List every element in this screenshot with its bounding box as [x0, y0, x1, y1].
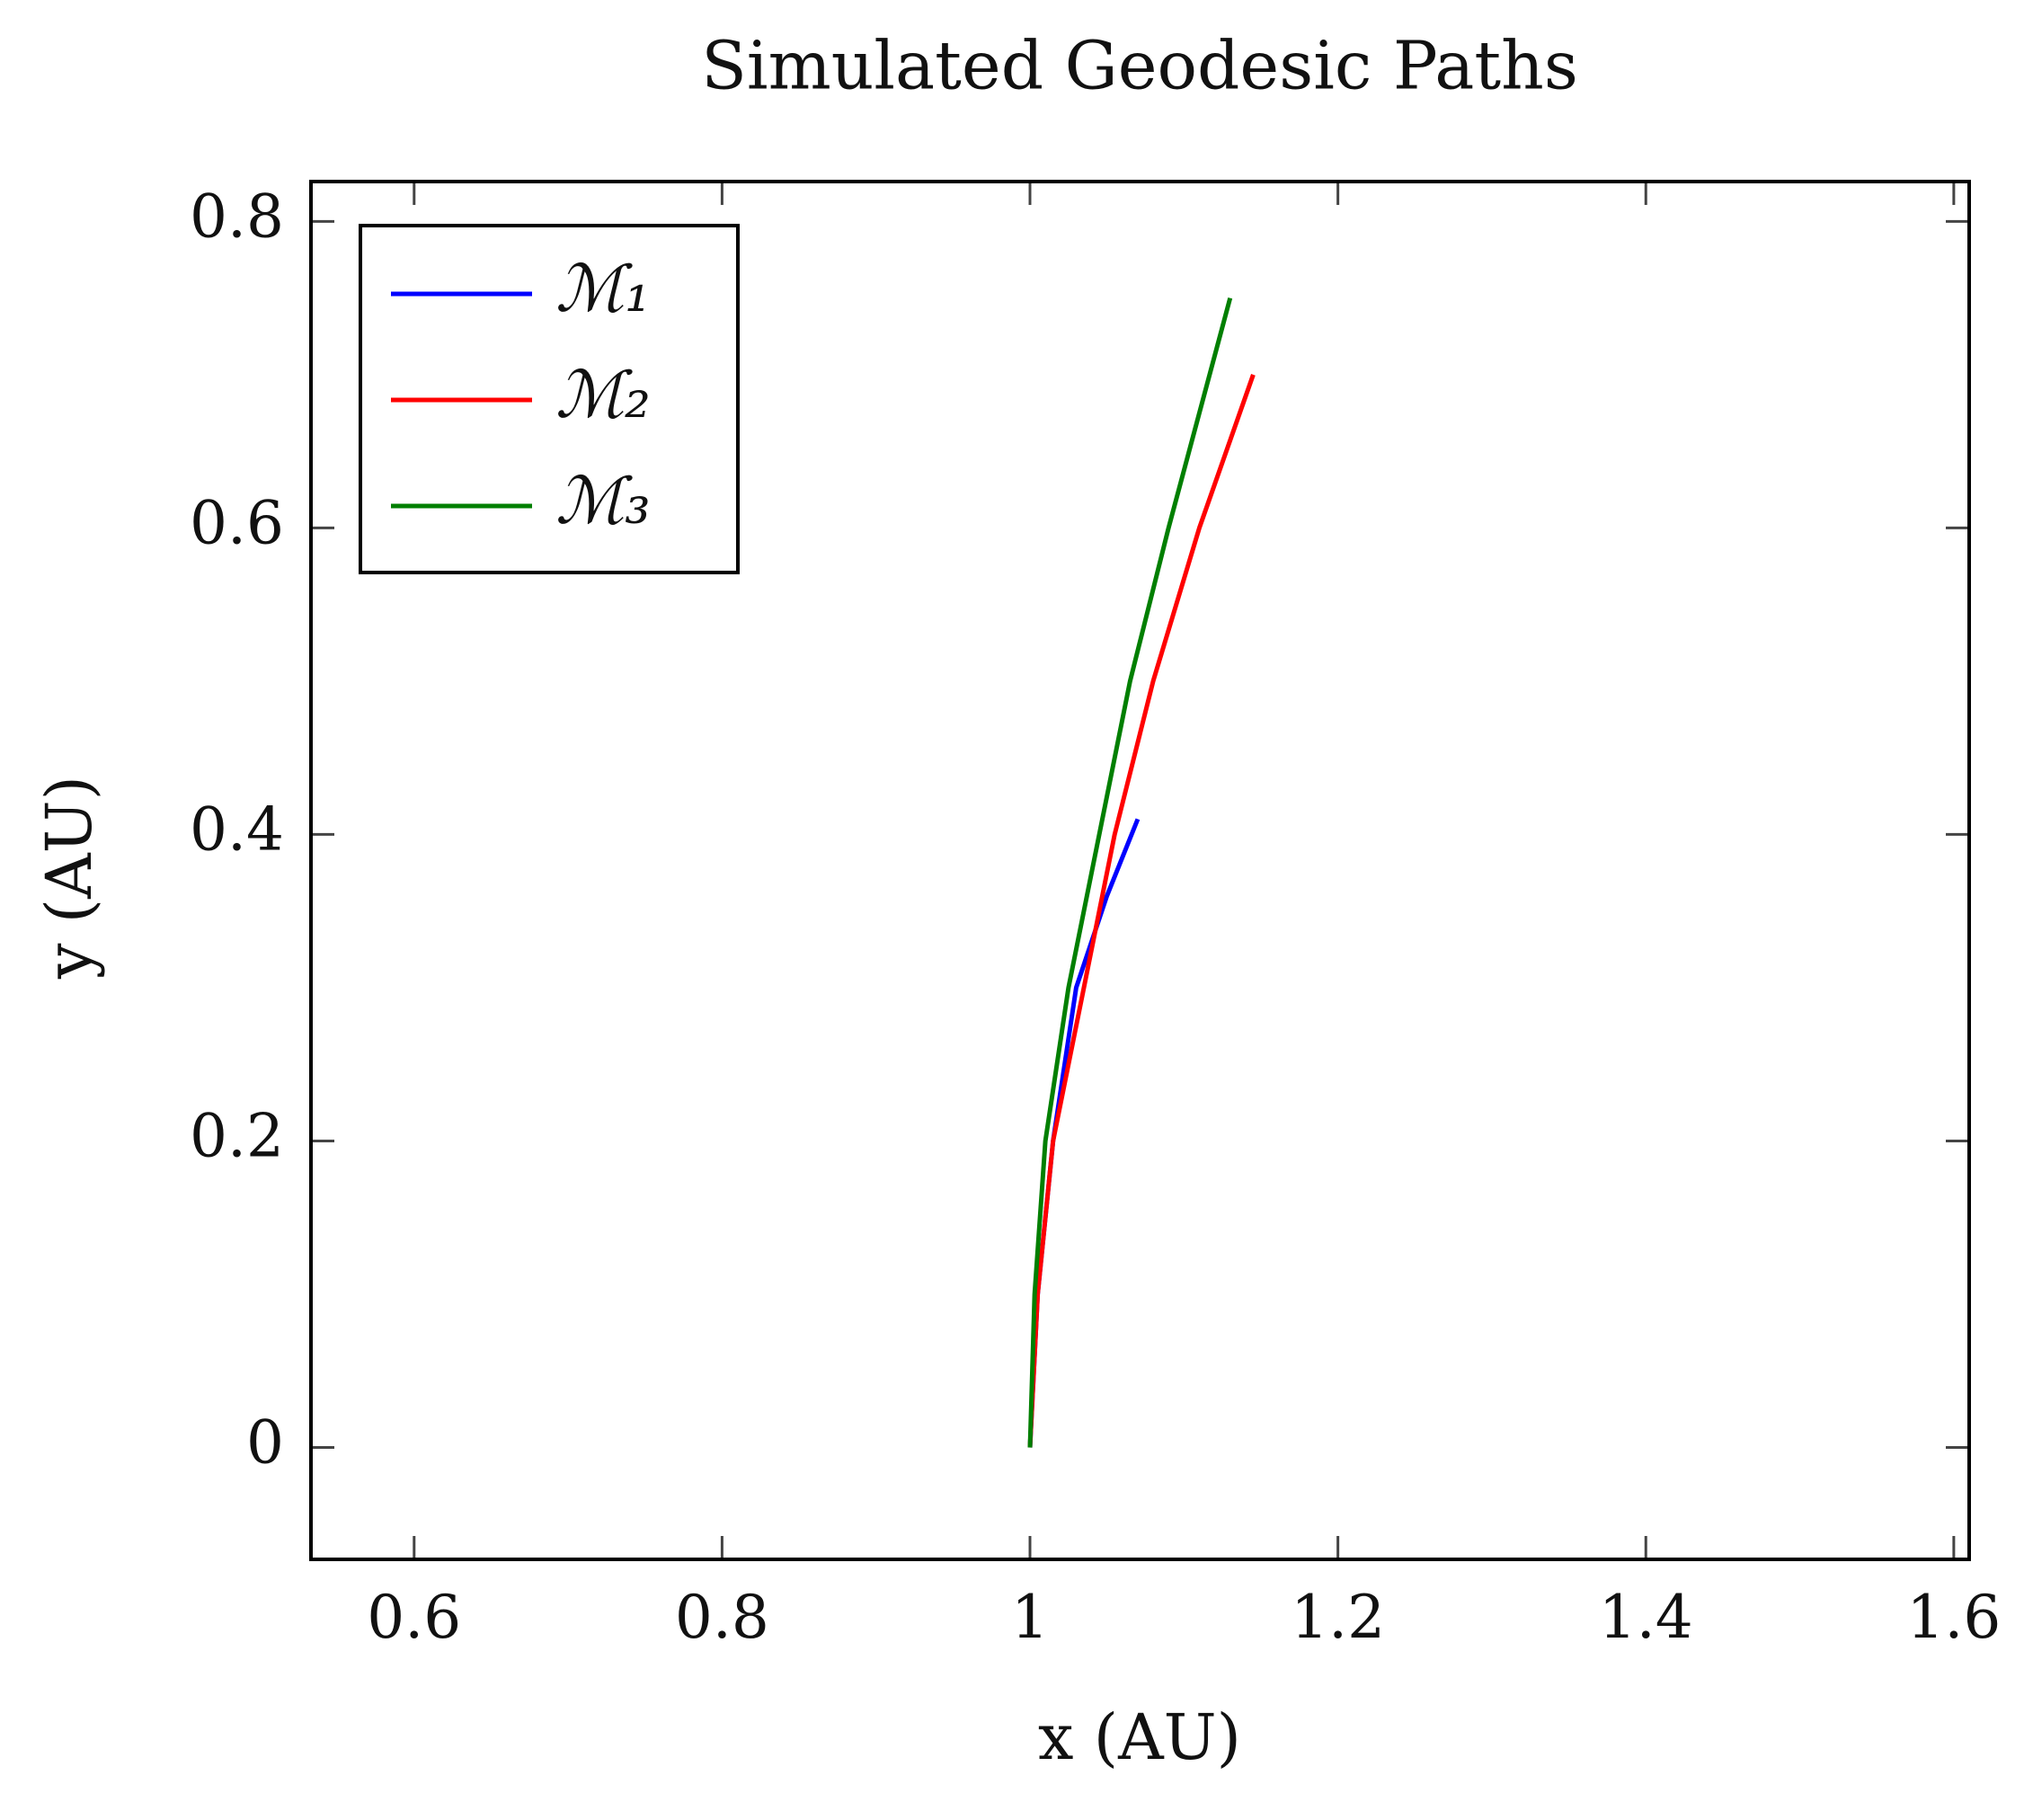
y-tick-label: 0.2: [190, 1101, 284, 1170]
chart-title: Simulated Geodesic Paths: [701, 27, 1578, 104]
plot-frame: [309, 180, 1971, 1561]
y-tick-label: 0: [246, 1408, 284, 1478]
legend-label: ℳ₂: [555, 357, 651, 432]
legend-label: ℳ₃: [555, 463, 651, 538]
series-line: [1027, 374, 1256, 1448]
x-tick-label: 0.8: [675, 1583, 769, 1652]
x-tick-label: 1.2: [1291, 1583, 1385, 1652]
series-line: [1027, 297, 1233, 1448]
x-tick-label: 1: [1011, 1583, 1049, 1652]
y-tick-label: 0.4: [190, 795, 284, 864]
x-tick-label: 0.6: [367, 1583, 461, 1652]
y-tick-label: 0.6: [190, 488, 284, 557]
legend-label: ℳ₁: [555, 251, 651, 326]
y-tick-label: 0.8: [190, 182, 284, 251]
x-tick-label: 1.4: [1599, 1583, 1693, 1652]
y-axis-label: y (AU): [32, 776, 106, 980]
x-tick-label: 1.6: [1906, 1583, 2001, 1652]
x-axis-label: x (AU): [1038, 1700, 1241, 1774]
